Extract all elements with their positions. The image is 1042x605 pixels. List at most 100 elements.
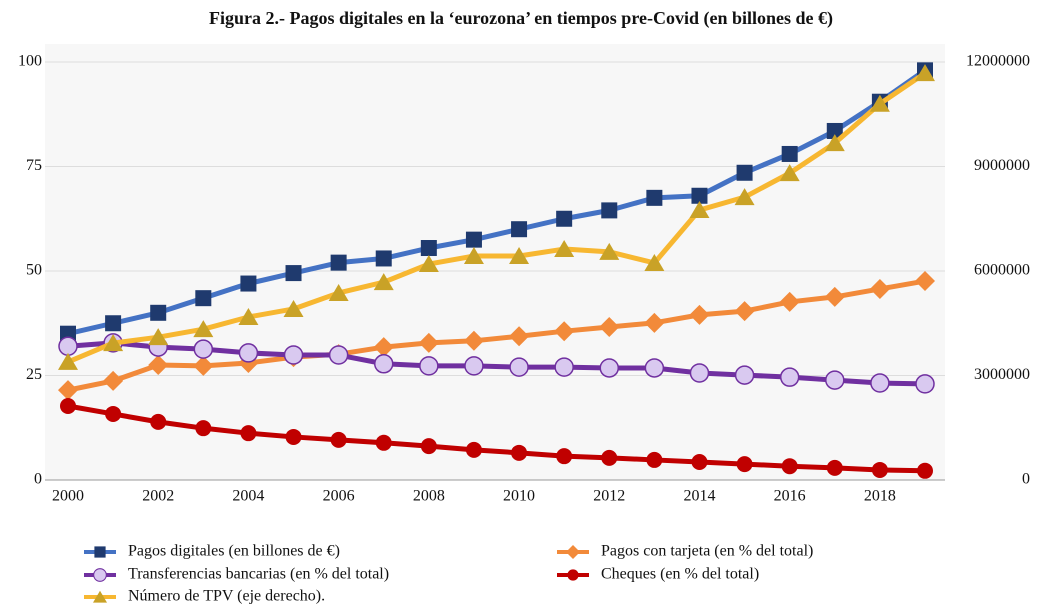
point bbox=[328, 345, 349, 365]
point bbox=[556, 448, 573, 465]
chart-title: Figura 2.- Pagos digitales en la ‘eurozo… bbox=[209, 8, 833, 29]
y-tick-label: 50 bbox=[26, 262, 42, 279]
point bbox=[58, 336, 78, 356]
point bbox=[509, 247, 530, 265]
point bbox=[238, 343, 259, 363]
legend-marker bbox=[566, 545, 580, 559]
x-tick-label: 2014 bbox=[683, 488, 715, 505]
point bbox=[463, 330, 484, 351]
point bbox=[511, 444, 528, 461]
x-tick-label: 2006 bbox=[323, 488, 355, 505]
point bbox=[646, 451, 663, 468]
point bbox=[781, 145, 798, 162]
y2-tick-label: 12000000 bbox=[966, 53, 1030, 70]
point bbox=[285, 265, 302, 282]
point bbox=[419, 356, 439, 376]
x-tick-label: 2010 bbox=[503, 488, 535, 505]
point bbox=[689, 363, 710, 383]
point bbox=[375, 250, 392, 267]
point bbox=[599, 358, 620, 378]
point bbox=[240, 425, 257, 442]
y2-tick-label: 0 bbox=[1022, 471, 1030, 488]
point bbox=[105, 315, 122, 332]
x-tick-label: 2018 bbox=[864, 488, 896, 505]
point bbox=[193, 339, 214, 359]
point bbox=[691, 454, 708, 471]
point bbox=[105, 405, 122, 422]
point bbox=[375, 434, 392, 451]
y-tick-label: 25 bbox=[26, 366, 42, 383]
point bbox=[148, 355, 169, 376]
point bbox=[58, 352, 78, 370]
point bbox=[420, 240, 437, 257]
point bbox=[824, 134, 845, 152]
point bbox=[328, 283, 349, 301]
point bbox=[511, 221, 528, 238]
point bbox=[509, 357, 529, 377]
point bbox=[871, 461, 888, 478]
point bbox=[330, 254, 347, 271]
point bbox=[60, 398, 76, 415]
point bbox=[240, 275, 257, 292]
point bbox=[915, 64, 935, 82]
point bbox=[509, 326, 530, 347]
point bbox=[464, 356, 484, 376]
point bbox=[779, 164, 800, 182]
legend-marker bbox=[567, 569, 579, 581]
point bbox=[869, 94, 890, 112]
point bbox=[283, 345, 304, 365]
point bbox=[283, 299, 304, 317]
x-tick-label: 2016 bbox=[774, 488, 806, 505]
point bbox=[599, 317, 620, 338]
point bbox=[150, 304, 167, 321]
x-tick-label: 2012 bbox=[593, 488, 625, 505]
legend-marker bbox=[93, 568, 107, 582]
y-tick-label: 100 bbox=[18, 53, 42, 70]
point bbox=[826, 122, 843, 139]
point bbox=[779, 367, 800, 387]
y-tick-label: 75 bbox=[26, 157, 42, 174]
x-tick-label: 2008 bbox=[413, 488, 445, 505]
point bbox=[195, 420, 212, 437]
point bbox=[825, 370, 845, 390]
y2-tick-label: 3000000 bbox=[974, 366, 1030, 383]
point bbox=[463, 247, 484, 265]
point bbox=[58, 380, 78, 401]
point bbox=[646, 189, 663, 206]
point bbox=[734, 301, 755, 322]
point bbox=[373, 337, 394, 358]
point bbox=[103, 370, 124, 391]
x-tick-label: 2002 bbox=[142, 488, 174, 505]
legend-label: Transferencias bancarias (en % del total… bbox=[128, 566, 389, 583]
point bbox=[554, 240, 575, 258]
point bbox=[373, 273, 394, 291]
point bbox=[736, 164, 753, 181]
point bbox=[870, 373, 890, 393]
point bbox=[554, 357, 574, 377]
point bbox=[193, 355, 214, 376]
point bbox=[736, 456, 753, 473]
point bbox=[554, 321, 575, 342]
point bbox=[599, 242, 620, 260]
point bbox=[824, 286, 845, 307]
point bbox=[285, 428, 302, 445]
legend-label: Número de TPV (eje derecho). bbox=[128, 588, 325, 605]
point bbox=[644, 253, 665, 271]
point bbox=[691, 187, 708, 204]
legend-marker bbox=[93, 590, 107, 603]
point bbox=[148, 328, 169, 346]
point bbox=[601, 449, 618, 466]
point bbox=[689, 304, 710, 325]
point bbox=[644, 358, 665, 378]
point bbox=[238, 307, 259, 325]
point bbox=[103, 334, 124, 352]
point bbox=[915, 271, 935, 292]
point bbox=[556, 210, 573, 227]
y2-tick-label: 6000000 bbox=[974, 262, 1030, 279]
point bbox=[420, 438, 437, 455]
point bbox=[779, 291, 800, 312]
legend-marker bbox=[94, 546, 106, 558]
legend-label: Pagos con tarjeta (en % del total) bbox=[601, 543, 813, 560]
point bbox=[915, 374, 935, 394]
